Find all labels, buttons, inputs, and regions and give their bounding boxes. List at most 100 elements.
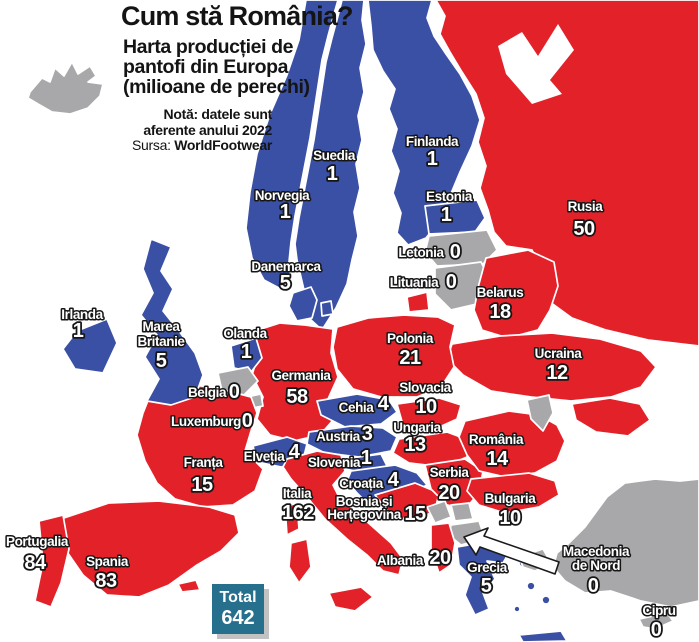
country-label-serbia: Serbia 20	[428, 463, 471, 505]
country-shape-irlanda	[62, 318, 118, 374]
country-name-luxemburg: Luxemburg	[171, 414, 241, 429]
country-label-belgia: Belgia 0	[186, 379, 242, 405]
country-label-slovenia: Slovenia 1	[306, 445, 374, 471]
country-shape-bulgaria	[466, 472, 560, 514]
country-value-luxemburg: 0	[242, 410, 253, 432]
country-shape-estonia	[424, 199, 486, 235]
country-name-grecia: Grecia	[467, 560, 508, 575]
map-shapes-layer	[27, 0, 699, 642]
source-line: Sursa: WorldFootwear	[60, 137, 272, 154]
country-shape-ucraina	[446, 332, 657, 402]
country-label-letonia: Letonia 0	[397, 239, 463, 265]
country-name-portugalia: Portugalia	[6, 534, 69, 549]
country-label-cehia: Cehia 4	[337, 391, 392, 417]
source-value: WorldFootwear	[174, 137, 272, 153]
country-name-italia: Italia	[283, 486, 312, 501]
country-value-bosnia-hertegovina: 15	[404, 503, 426, 525]
country-value-grecia: 5	[481, 575, 492, 597]
total-badge-box	[212, 584, 264, 634]
total-label: Total	[219, 589, 256, 606]
country-name-franta: Franța	[184, 455, 224, 470]
country-name-rusia: Rusia	[568, 199, 604, 214]
subtitle-line-2: pantofi din Europa	[123, 56, 289, 78]
country-value-rusia: 50	[573, 218, 595, 240]
note-line-2: aferente anului 2022	[143, 121, 272, 138]
country-name-slovenia: Slovenia	[308, 455, 361, 470]
country-shape-turcia	[552, 478, 699, 608]
country-shape-muntenegru	[426, 500, 452, 524]
note-line-1: Notă: datele sunt	[163, 106, 273, 122]
country-shape-crimeea	[571, 397, 651, 437]
country-shape-danemarca-insula	[320, 300, 334, 317]
country-name-croatia: Croația	[339, 476, 384, 491]
macedonia-pointer-arrow	[463, 527, 560, 575]
country-name-ungaria: Ungaria	[393, 420, 441, 435]
country-shape-albania	[430, 522, 456, 574]
country-name-belarus: Belarus	[477, 285, 524, 300]
country-value-croatia: 4	[388, 469, 400, 491]
country-value-italia: 162	[282, 502, 314, 524]
source-label: Sursa:	[132, 137, 171, 153]
country-label-albania: Albania 20	[375, 545, 453, 571]
country-name-bosnia-hertegovina: Bosnia și	[336, 494, 392, 509]
country-value-ucraina: 12	[546, 362, 568, 384]
country-value-romania: 14	[486, 448, 509, 470]
country-shape-kaliningrad	[406, 291, 430, 313]
country-value-portugalia: 84	[24, 552, 47, 574]
country-name-ucraina: Ucraina	[535, 346, 583, 361]
country-label-elvetia: Elveția 4	[242, 439, 303, 465]
country-shape-franta	[136, 384, 264, 508]
country-label-portugalia: Portugalia 84	[4, 532, 70, 575]
country-shape-slovacia	[396, 397, 462, 430]
country-name-austria: Austria	[316, 429, 361, 444]
country-shape-letonia	[424, 229, 498, 267]
country-shape-baleare	[177, 579, 201, 593]
country-shape-belarus	[473, 249, 559, 339]
country-shape-kosovo	[450, 502, 474, 522]
country-shape-suedia	[294, 0, 367, 331]
country-label-lituania: Lituania 0	[388, 269, 459, 295]
country-value-ungaria: 13	[404, 434, 426, 456]
total-value: 642	[221, 607, 254, 629]
country-shape-norvegia	[245, 0, 339, 289]
country-shape-sicilia	[328, 586, 374, 612]
country-name-germania: Germania	[271, 368, 331, 383]
country-label-rusia: Rusia 50	[566, 197, 605, 241]
country-name-cipru: Cipru	[642, 603, 675, 618]
grecia-island-3	[541, 595, 551, 605]
country-value-austria: 3	[362, 423, 373, 445]
country-name-marea-britanie: Marea	[142, 319, 180, 334]
country-name-belgia: Belgia	[188, 385, 227, 400]
country-shape-danemarca	[288, 286, 318, 322]
country-shape-marea-britanie	[140, 238, 204, 406]
country-value-albania: 20	[429, 547, 451, 569]
country-label-croatia: Croația 4	[338, 467, 402, 493]
page-subtitle: Harta producției de pantofi din Europa (…	[123, 37, 310, 97]
country-name2-macedonia-de-nord: de Nord	[572, 558, 620, 573]
country-shape-spania	[60, 500, 240, 598]
country-shape-italia	[282, 450, 404, 576]
country-value-lituania: 0	[446, 271, 457, 293]
country-shape-cipru	[638, 612, 674, 630]
country-shape-creta	[518, 630, 568, 642]
country-label-germania: Germania 58	[270, 366, 333, 409]
country-name-norvegia: Norvegia	[255, 188, 310, 203]
country-shape-rusia	[435, 0, 699, 347]
country-value-danemarca: 5	[280, 272, 291, 294]
country-name-slovacia: Slovacia	[399, 380, 451, 395]
country-name2-bosnia-hertegovina: Herțegovina	[327, 507, 402, 522]
country-label-franta: Franța 15	[182, 453, 225, 497]
